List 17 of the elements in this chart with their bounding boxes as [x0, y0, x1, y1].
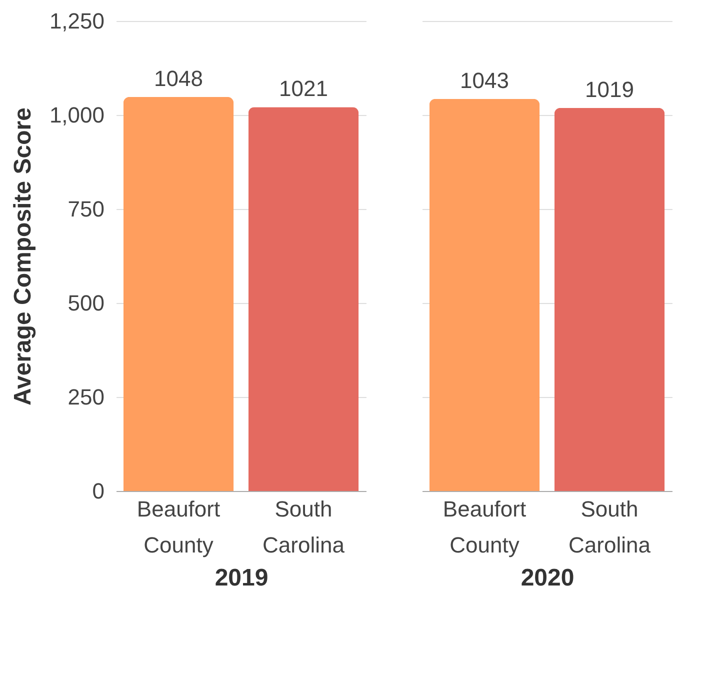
x-tick-label: Beaufort County [136, 496, 220, 558]
x-tick-label: Beaufort County [442, 496, 526, 558]
data-label: 1019 [585, 76, 634, 102]
y-tick-label: 500 [68, 290, 104, 316]
y-tick-label: 1,000 [49, 102, 104, 128]
y-tick-label: 750 [68, 196, 104, 222]
x-axis-title: 2020 [520, 564, 574, 592]
y-tick-label: 250 [68, 384, 104, 410]
y-tick-label: 1,250 [49, 8, 104, 34]
x-axis-title: 2019 [214, 564, 268, 592]
data-label: 1021 [279, 76, 328, 102]
y-tick-label: 0 [92, 478, 104, 504]
x-tick-label: South Carolina [568, 496, 652, 558]
data-label: 1043 [460, 68, 509, 93]
data-label: 1048 [154, 66, 203, 91]
x-tick-label: South Carolina [262, 496, 346, 558]
y-axis-title: Average Composite Score [9, 108, 36, 406]
